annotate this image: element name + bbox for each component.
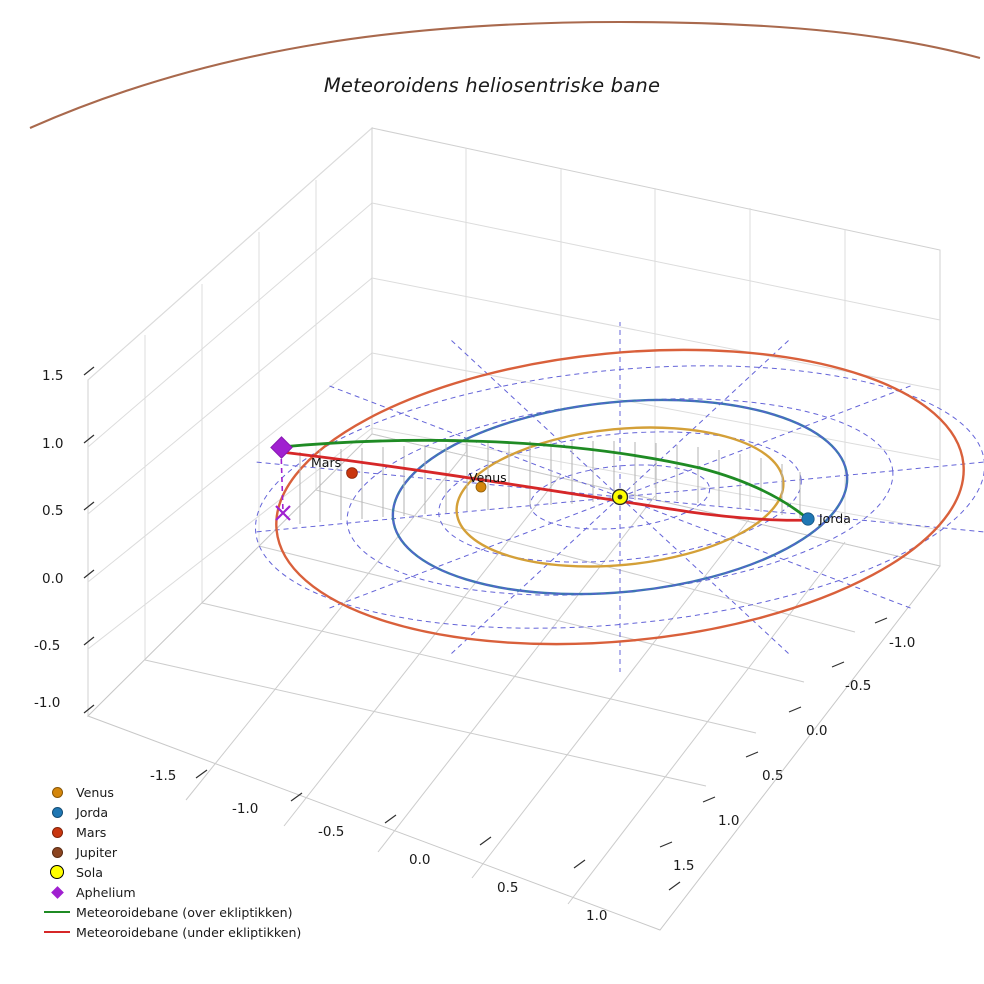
legend-key [38, 885, 76, 899]
legend-item-mars[interactable]: Mars [38, 822, 328, 842]
orbit-jupiter [29, 20, 981, 129]
legend-item-meteoroidebane[interactable]: Meteoroidebane (under ekliptikken) [38, 922, 328, 942]
sola-marker-icon [50, 865, 64, 879]
jorda-marker-icon [801, 512, 815, 526]
z-tick-1: 1.0 [42, 436, 64, 452]
orbit-mars [275, 348, 965, 646]
y-tick-2: 0.0 [806, 723, 828, 739]
legend-label: Venus [76, 784, 114, 800]
legend-key [38, 786, 76, 798]
legend-item-venus[interactable]: Venus [38, 782, 328, 802]
y-tick-3: 0.5 [762, 768, 784, 784]
body-markers [346, 467, 815, 526]
y-axis-ticks [659, 617, 888, 848]
x-tick-5: 1.0 [586, 908, 608, 924]
z-tick-0: 1.5 [42, 368, 64, 384]
legend: Venus Jorda Mars Jupiter Sola Aphelium Meteoro… [38, 782, 328, 942]
label-venus: Venus [469, 470, 507, 485]
x-tick-2: -0.5 [318, 824, 345, 840]
z-tick-4: -0.5 [34, 638, 61, 654]
x-tick-4: 0.5 [497, 880, 519, 896]
legend-item-jorda[interactable]: Jorda [38, 802, 328, 822]
aphelium-marker-icon [270, 436, 293, 459]
legend-key [38, 806, 76, 818]
aphelium-marker-icon [50, 885, 64, 899]
jupiter-marker-icon [51, 846, 63, 858]
legend-key [38, 931, 76, 933]
legend-key [38, 826, 76, 838]
legend-item-aphelium[interactable]: Aphelium [38, 882, 328, 902]
mars-marker-icon [51, 826, 63, 838]
legend-item-sola[interactable]: Sola [38, 862, 328, 882]
z-axis-ticks [83, 366, 95, 714]
y-tick-5: 1.5 [673, 858, 695, 874]
y-tick-1: -0.5 [845, 678, 872, 694]
x-tick-0: -1.5 [150, 768, 177, 784]
x-axis-ticks [195, 769, 681, 891]
axes-panes [87, 126, 941, 931]
legend-label: Aphelium [76, 884, 136, 900]
legend-label: Meteoroidebane (under ekliptikken) [76, 924, 302, 940]
sola-marker-icon [611, 488, 629, 506]
label-jorda: Jorda [819, 511, 851, 526]
legend-label: Sola [76, 864, 103, 880]
axis-spines [83, 366, 888, 891]
pane-right-wall [371, 127, 941, 567]
z-tick-5: -1.0 [34, 695, 61, 711]
aphelion-drop-line [280, 449, 284, 513]
z-tick-3: 0.0 [42, 571, 64, 587]
jorda-marker-icon [51, 806, 63, 818]
red-line-icon [44, 931, 70, 933]
x-tick-1: -1.0 [232, 801, 259, 817]
aphelion-group [270, 436, 293, 521]
aphelion-projection-cross-icon [275, 505, 291, 521]
venus-marker-icon [51, 786, 63, 798]
legend-item-jupiter[interactable]: Jupiter [38, 842, 328, 862]
legend-label: Jorda [76, 804, 109, 820]
y-tick-4: 1.0 [718, 813, 740, 829]
legend-key [38, 846, 76, 858]
mars-marker-icon [346, 467, 358, 479]
page-title: Meteoroidens heliosentriske bane [323, 74, 661, 97]
legend-item-meteoroidebane[interactable]: Meteoroidebane (over ekliptikken) [38, 902, 328, 922]
pane-left-wall [87, 126, 373, 718]
pane-floor [87, 433, 941, 931]
legend-label: Mars [76, 824, 107, 840]
orbit-venus [455, 426, 785, 568]
green-line-icon [44, 911, 70, 913]
reference-ring-1au [392, 399, 848, 595]
legend-label: Jupiter [76, 844, 118, 860]
x-tick-3: 0.0 [409, 852, 431, 868]
legend-key [38, 911, 76, 913]
legend-key [38, 865, 76, 879]
label-mars: Mars [311, 455, 342, 470]
y-tick-0: -1.0 [889, 635, 916, 651]
z-tick-2: 0.5 [42, 503, 64, 519]
meteoroid-track-above-ecliptic [279, 438, 810, 521]
legend-label: Meteoroidebane (over ekliptikken) [76, 904, 293, 920]
venus-marker-icon [475, 481, 487, 493]
